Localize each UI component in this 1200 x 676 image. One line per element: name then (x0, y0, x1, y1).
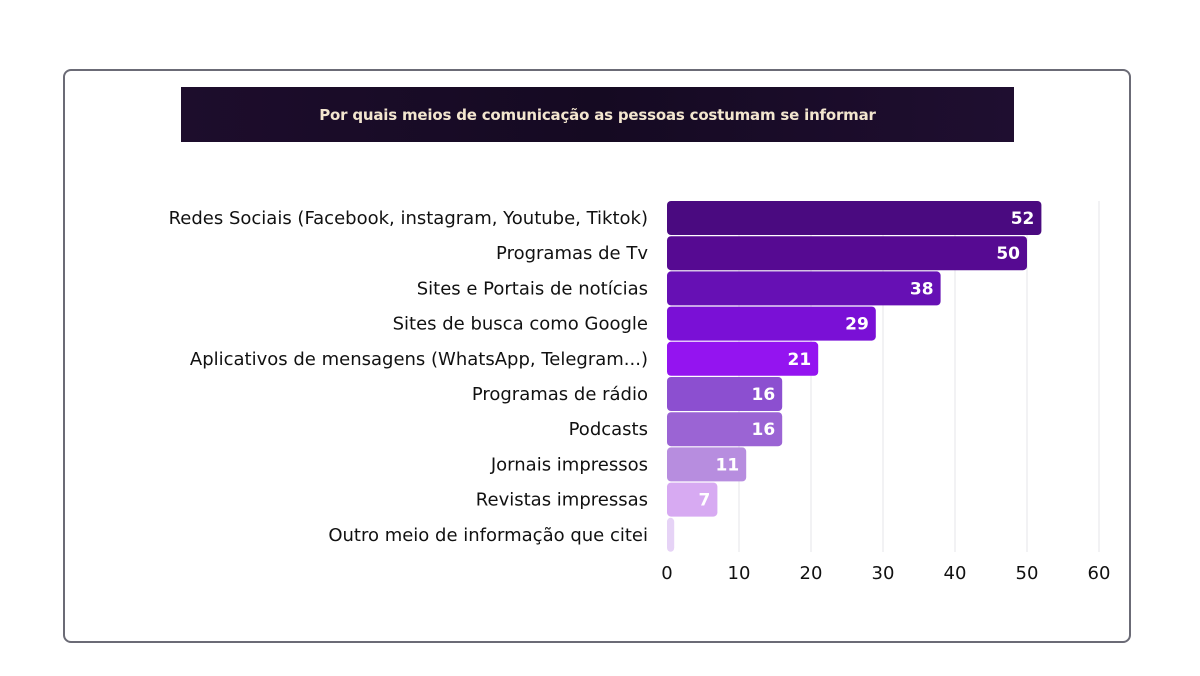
bar (667, 377, 783, 411)
category-label: Sites de busca como Google (393, 314, 648, 335)
x-tick-label: 20 (800, 563, 823, 584)
category-label: Jornais impressos (490, 454, 648, 475)
category-label: Podcasts (569, 419, 648, 440)
bar-value-label: 50 (996, 244, 1020, 264)
x-axis-ticks: 0 10 20 30 40 50 60 (661, 563, 1110, 584)
x-tick-label: 40 (944, 563, 967, 584)
category-label: Aplicativos de mensagens (WhatsApp, Tele… (190, 349, 648, 370)
x-tick-label: 30 (872, 563, 895, 584)
bars: 52 50 38 29 21 16 16 117 (667, 201, 1042, 552)
chart-title: Por quais meios de comunicação as pessoa… (319, 105, 876, 124)
bar (667, 341, 819, 376)
bar (667, 447, 747, 482)
x-tick-label: 50 (1016, 563, 1039, 584)
category-label: Revistas impressas (476, 490, 648, 511)
bar (667, 306, 876, 341)
category-label: Redes Sociais (Facebook, instagram, Yout… (169, 208, 648, 229)
bar (667, 412, 783, 447)
x-tick-label: 0 (661, 563, 672, 584)
category-label: Programas de Tv (496, 243, 648, 264)
x-tick-label: 10 (728, 563, 751, 584)
category-label: Programas de rádio (472, 384, 648, 405)
bar (667, 271, 941, 306)
bar (667, 482, 718, 517)
bar-value-label: 16 (752, 420, 776, 440)
title-banner: Por quais meios de comunicação as pessoa… (181, 87, 1014, 142)
bar-value-label: 11 (716, 455, 740, 475)
bar (667, 201, 1042, 235)
x-tick-label: 60 (1088, 563, 1111, 584)
bar-value-label: 21 (788, 350, 812, 370)
bar-value-label: 29 (845, 315, 869, 335)
category-label: Sites e Portais de notícias (417, 278, 648, 299)
chart-card (63, 69, 1131, 643)
bar-value-label: 16 (752, 385, 776, 405)
bar-value-label: 38 (910, 279, 934, 299)
bar-value-label: 7 (699, 491, 711, 511)
category-labels: Redes Sociais (Facebook, instagram, Yout… (169, 208, 649, 546)
bar (667, 236, 1027, 271)
bar (667, 517, 675, 552)
category-label: Outro meio de informação que citei (328, 525, 648, 546)
bar-value-label: 52 (1011, 209, 1035, 229)
